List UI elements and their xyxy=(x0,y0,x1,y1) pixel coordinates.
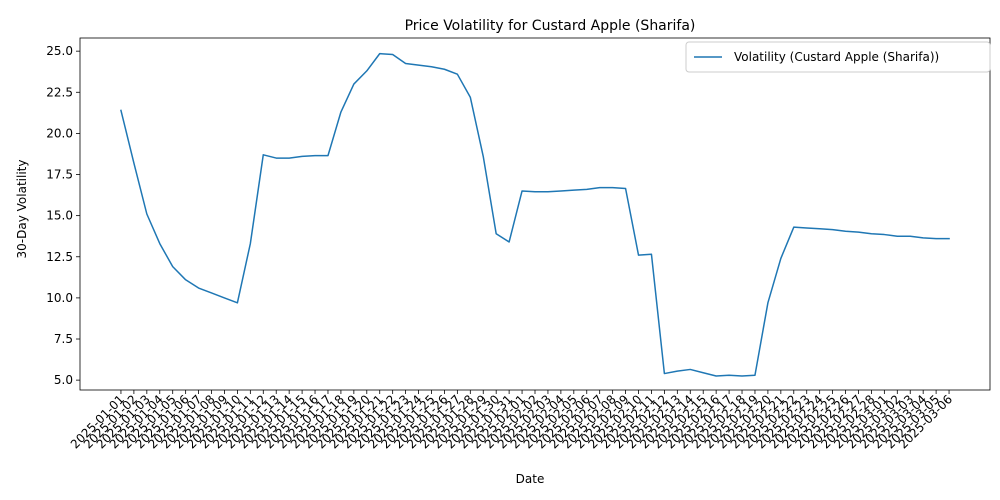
plot-area: 5.07.510.012.515.017.520.022.525.02025-0… xyxy=(46,37,991,451)
y-tick-label: 10.0 xyxy=(46,291,73,305)
legend-box xyxy=(685,41,991,73)
y-tick-label: 22.5 xyxy=(46,85,73,99)
y-tick-label: 25.0 xyxy=(46,44,73,58)
legend-label: Volatility (Custard Apple (Sharifa)) xyxy=(734,50,939,64)
plot-frame xyxy=(79,37,991,391)
y-tick-label: 17.5 xyxy=(46,168,73,182)
y-tick-label: 15.0 xyxy=(46,209,73,223)
legend: Volatility (Custard Apple (Sharifa)) xyxy=(685,41,991,73)
y-tick-label: 20.0 xyxy=(46,126,73,140)
chart-title: Price Volatility for Custard Apple (Shar… xyxy=(405,18,696,34)
series-line-0 xyxy=(120,52,950,377)
y-tick-label: 7.5 xyxy=(54,332,73,346)
y-tick-label: 12.5 xyxy=(46,250,73,264)
y-tick-label: 5.0 xyxy=(54,373,73,387)
y-axis-label: 30-Day Volatility xyxy=(15,160,29,259)
x-axis-label: Date xyxy=(516,472,545,486)
